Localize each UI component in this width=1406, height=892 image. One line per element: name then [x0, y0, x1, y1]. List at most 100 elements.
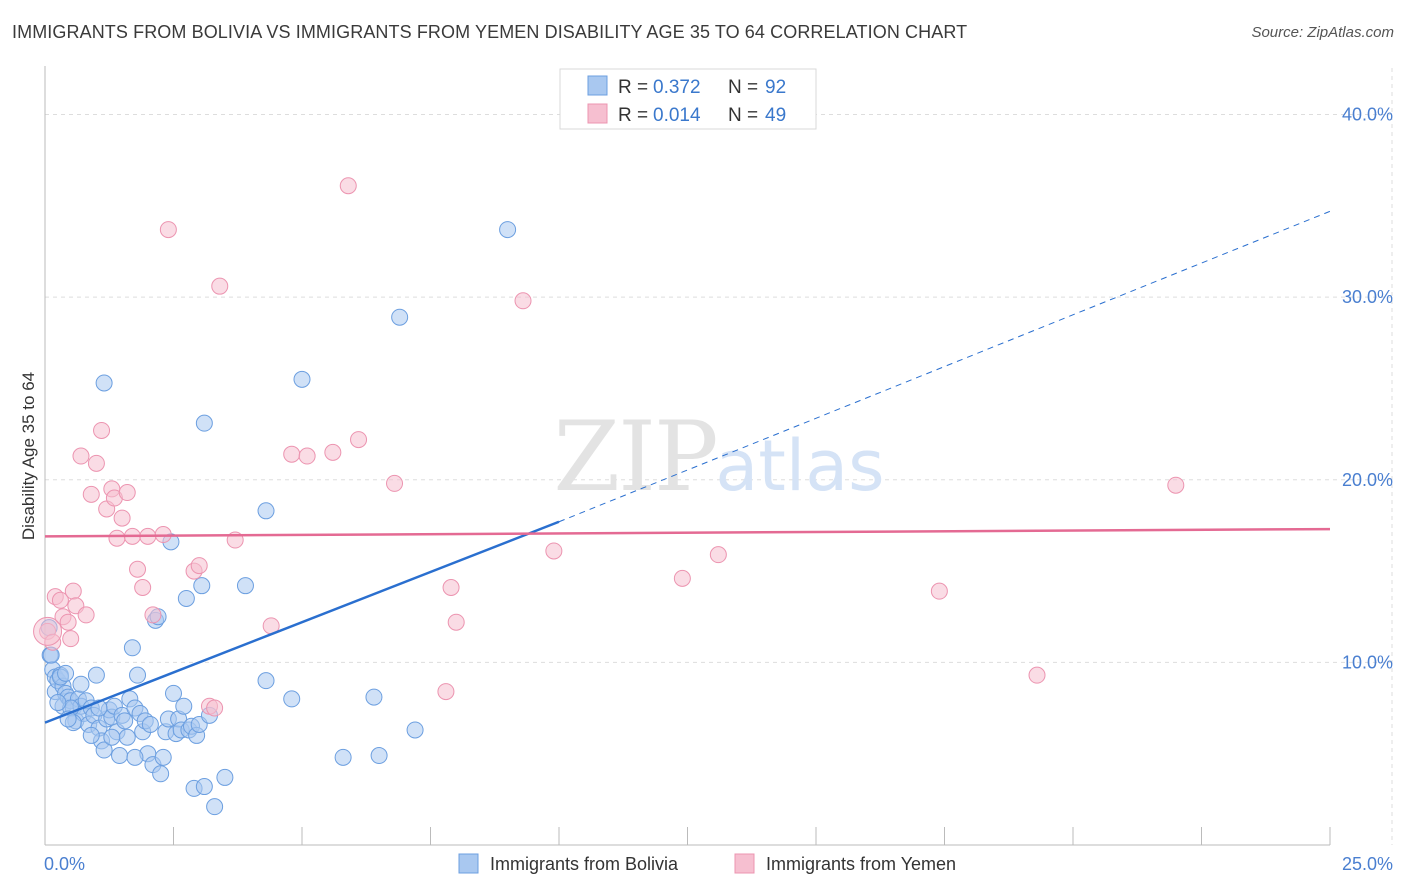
bolivia-point: [257, 502, 275, 520]
bolivia-point: [118, 728, 136, 746]
bolivia-point: [293, 370, 311, 388]
yemen-point: [108, 529, 126, 547]
legend-r-label-yemen: R =: [618, 105, 648, 126]
yemen-point: [129, 560, 147, 578]
y-tick-label: 40.0%: [1342, 105, 1393, 125]
chart-title: IMMIGRANTS FROM BOLIVIA VS IMMIGRANTS FR…: [12, 22, 968, 42]
yemen-point: [72, 447, 90, 465]
bolivia-point: [365, 688, 383, 706]
bolivia-point: [195, 778, 213, 796]
bolivia-point: [206, 798, 224, 816]
yemen-point: [87, 454, 105, 472]
bottom-legend-label-bolivia: Immigrants from Bolivia: [490, 854, 679, 874]
yemen-point: [930, 582, 948, 600]
yemen-point: [350, 431, 368, 449]
watermark-zip: ZIP: [553, 401, 716, 513]
bolivia-point: [141, 715, 159, 733]
yemen-point: [1028, 666, 1046, 684]
bolivia-point: [499, 221, 517, 239]
bolivia-point: [152, 765, 170, 783]
yemen-point: [437, 683, 455, 701]
bolivia-point: [193, 577, 211, 595]
bolivia-point: [129, 666, 147, 684]
yemen-point: [93, 421, 111, 439]
yemen-point: [298, 447, 316, 465]
yemen-point: [159, 221, 177, 239]
bottom-legend-swatch-yemen: [734, 853, 755, 874]
yemen-point: [283, 445, 301, 463]
bolivia-point: [103, 728, 121, 746]
yemen-point: [545, 542, 563, 560]
yemen-point: [211, 277, 229, 295]
bolivia-trendline-extension: [558, 210, 1331, 523]
series-yemen-points: [33, 177, 1185, 717]
bolivia-point: [72, 675, 90, 693]
yemen-point: [447, 613, 465, 631]
bolivia-point: [95, 374, 113, 392]
legend-n-label-yemen: N =: [728, 105, 758, 126]
legend-swatch-bolivia: [587, 75, 608, 96]
bottom-legend-swatch-bolivia: [458, 853, 479, 874]
bolivia-point: [95, 741, 113, 759]
legend-r-value-yemen: 0.014: [653, 105, 701, 126]
axes: [44, 66, 1331, 846]
bolivia-point: [406, 721, 424, 739]
legend-n-value-yemen: 49: [765, 105, 786, 126]
bolivia-point: [257, 672, 275, 690]
watermark-atlas: atlas: [715, 425, 884, 507]
yemen-point: [514, 292, 532, 310]
legend-n-value-bolivia: 92: [765, 77, 786, 98]
yemen-point: [118, 484, 136, 502]
legend-swatch-yemen: [587, 103, 608, 124]
legend-r-value-bolivia: 0.372: [653, 77, 701, 98]
yemen-point: [206, 699, 224, 717]
series-bolivia-points: [40, 221, 517, 816]
bolivia-point: [391, 308, 409, 326]
bolivia-point: [116, 712, 134, 730]
yemen-point: [51, 591, 69, 609]
gridlines: [45, 68, 1393, 845]
yemen-point: [113, 509, 131, 527]
yemen-point: [442, 579, 460, 597]
y-tick-label: 20.0%: [1342, 470, 1393, 490]
bolivia-point: [154, 748, 172, 766]
yemen-trendline: [44, 527, 1331, 538]
legend-n-label-bolivia: N =: [728, 77, 758, 98]
bolivia-point: [370, 747, 388, 765]
yemen-point: [62, 630, 80, 648]
yemen-point: [673, 569, 691, 587]
bolivia-point: [175, 697, 193, 715]
bolivia-point: [334, 748, 352, 766]
yemen-point: [64, 582, 82, 600]
bottom-legend-label-yemen: Immigrants from Yemen: [766, 854, 956, 874]
bolivia-point: [82, 726, 100, 744]
y-tick-label: 30.0%: [1342, 287, 1393, 307]
bolivia-point: [123, 639, 141, 657]
y-axis-label: Disability Age 35 to 64: [19, 372, 38, 540]
bolivia-point: [49, 694, 67, 712]
bolivia-point: [216, 768, 234, 786]
bolivia-point: [195, 414, 213, 432]
bolivia-point: [165, 684, 182, 702]
yemen-point: [709, 546, 727, 564]
legend-r-label-bolivia: R =: [618, 77, 648, 98]
bolivia-point: [283, 690, 301, 708]
yemen-point: [82, 485, 100, 503]
x-tick-label: 0.0%: [44, 854, 85, 874]
watermark: ZIP atlas: [553, 401, 884, 513]
bolivia-point: [87, 666, 105, 684]
yemen-cluster-point: [33, 616, 63, 646]
bolivia-point: [126, 748, 144, 766]
series-legend: Immigrants from Bolivia Immigrants from …: [458, 853, 956, 874]
x-tick-label: 25.0%: [1342, 854, 1393, 874]
yemen-point: [1167, 476, 1185, 494]
bolivia-point: [236, 577, 254, 595]
yemen-point: [339, 177, 357, 195]
source-credit: Source: ZipAtlas.com: [1251, 24, 1394, 41]
bolivia-trendline: [44, 520, 560, 724]
bolivia-point: [57, 664, 75, 682]
y-tick-label: 10.0%: [1342, 652, 1393, 672]
stats-legend: R = 0.372 N = 92 R = 0.014 N = 49: [559, 68, 817, 130]
bolivia-point: [177, 589, 195, 607]
